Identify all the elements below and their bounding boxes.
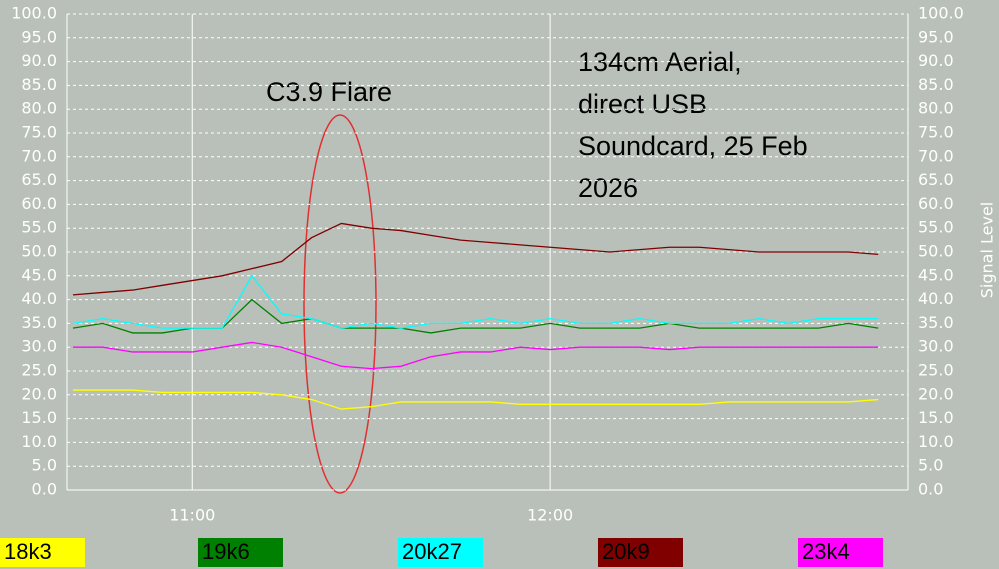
y-tick-label: 65.0 [21,170,57,189]
y-tick-label: 10.0 [21,432,57,451]
series-line [72,274,879,329]
y-tick-label: 80.0 [21,99,57,118]
y-tick-label: 50.0 [21,242,57,261]
x-tick-label: 12:00 [527,506,573,525]
annotation: C3.9 Flare [266,77,392,107]
legend-swatch [0,538,85,567]
y-tick-label: 0.0 [32,480,57,499]
legend-swatch [398,538,483,567]
y2-tick-label: 60.0 [918,194,954,213]
x-tick-label: 11:00 [169,506,215,525]
y-tick-label: 75.0 [21,123,57,142]
legend-label: 20k27 [402,539,462,564]
y-tick-label: 35.0 [21,313,57,332]
annotation: 134cm Aerial, [578,47,742,77]
legend-label: 23k4 [802,539,850,564]
y2-tick-label: 85.0 [918,75,954,94]
legend-label: 19k6 [202,539,250,564]
y-tick-label: 55.0 [21,218,57,237]
y-tick-label: 20.0 [21,384,57,403]
y2-tick-label: 20.0 [918,384,954,403]
y-tick-label: 70.0 [21,146,57,165]
legend-swatch [598,538,683,567]
y-tick-label: 45.0 [21,265,57,284]
y2-tick-label: 15.0 [918,408,954,427]
series-line [72,341,879,370]
y2-tick-label: 90.0 [918,51,954,70]
y-tick-label: 15.0 [21,408,57,427]
series-line [72,389,879,410]
y2-tick-label: 55.0 [918,218,954,237]
y2-tick-label: 75.0 [918,123,954,142]
y-tick-label: 40.0 [21,289,57,308]
y-tick-label: 95.0 [21,27,57,46]
y2-tick-label: 70.0 [918,146,954,165]
y-tick-label: 30.0 [21,337,57,356]
legend-swatch [798,538,883,567]
legend-swatch [198,538,283,567]
y-tick-label: 25.0 [21,361,57,380]
y2-tick-label: 30.0 [918,337,954,356]
y2-tick-label: 5.0 [918,456,943,475]
y2-tick-label: 45.0 [918,265,954,284]
annotation: 2026 [578,173,638,203]
y-tick-label: 100.0 [11,4,57,23]
y2-tick-label: 10.0 [918,432,954,451]
y2-tick-label: 65.0 [918,170,954,189]
series-line [72,222,879,296]
y-axis-label: Signal Level [978,202,997,298]
y-tick-label: 85.0 [21,75,57,94]
y2-tick-label: 80.0 [918,99,954,118]
y-tick-label: 5.0 [32,456,57,475]
annotation: direct USB [578,89,707,119]
y2-tick-label: 0.0 [918,480,943,499]
y-tick-label: 90.0 [21,51,57,70]
y2-tick-label: 35.0 [918,313,954,332]
y-tick-label: 60.0 [21,194,57,213]
legend-label: 18k3 [4,539,52,564]
annotation: Soundcard, 25 Feb [578,131,808,161]
flare-ellipse [303,114,377,494]
y2-tick-label: 100.0 [918,4,964,23]
legend-label: 20k9 [602,539,650,564]
y2-tick-label: 95.0 [918,27,954,46]
y2-tick-label: 40.0 [918,289,954,308]
y2-tick-label: 25.0 [918,361,954,380]
y2-tick-label: 50.0 [918,242,954,261]
